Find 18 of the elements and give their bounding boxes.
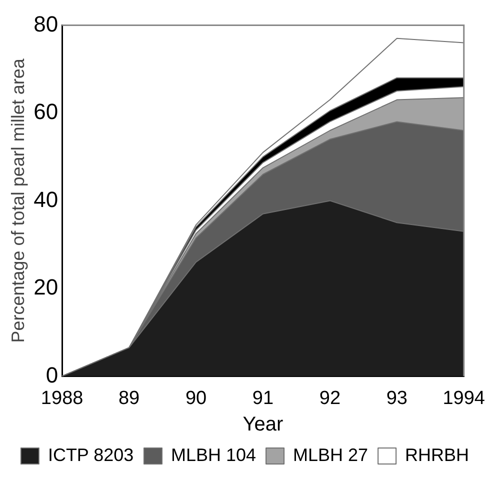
y-tick-label: 40 [34,186,58,212]
x-tick-label: 90 [185,388,207,409]
x-tick-label: 92 [319,388,341,409]
legend-label: RHRBH [405,444,470,465]
x-tick-label: 93 [386,388,408,409]
legend-label: MLBH 104 [170,444,256,465]
y-tick-label: 0 [46,362,58,388]
x-tick-label: 1988 [40,388,84,409]
x-tick-label: 91 [252,388,274,409]
x-tick-label: 1994 [442,388,486,409]
legend-label: ICTP 8203 [48,444,134,465]
y-tick-label: 80 [34,11,58,36]
y-axis-title: Percentage of total pearl millet area [8,58,28,343]
x-tick-label: 89 [118,388,140,409]
y-tick-label: 60 [34,99,58,124]
x-axis-title: Year [242,414,284,436]
legend-label: MLBH 27 [293,444,368,465]
y-tick-label: 20 [34,274,58,300]
